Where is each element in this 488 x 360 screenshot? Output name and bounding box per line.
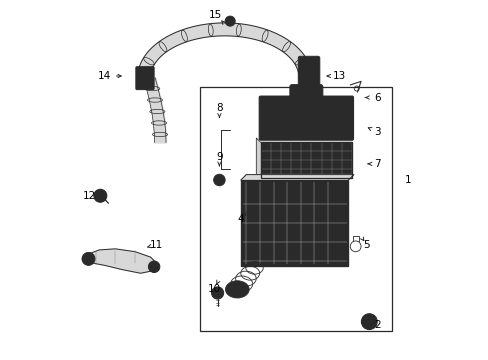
Text: 9: 9	[216, 152, 222, 162]
Text: 6: 6	[373, 93, 380, 103]
Bar	[260, 142, 351, 178]
Text: 5: 5	[363, 239, 369, 249]
Circle shape	[148, 261, 160, 273]
Bar	[262, 96, 349, 107]
Bar	[199, 87, 391, 330]
Text: 1: 1	[404, 175, 410, 185]
Circle shape	[213, 174, 224, 186]
Text: 7: 7	[373, 159, 380, 169]
Text: 15: 15	[209, 10, 222, 20]
Bar	[241, 180, 348, 266]
Polygon shape	[241, 175, 353, 180]
Text: 13: 13	[332, 71, 346, 81]
Text: 2: 2	[373, 320, 380, 330]
Text: 4: 4	[237, 215, 244, 224]
Text: 3: 3	[373, 127, 380, 136]
Polygon shape	[82, 249, 156, 273]
FancyBboxPatch shape	[298, 56, 319, 99]
FancyBboxPatch shape	[136, 67, 154, 90]
Text: 11: 11	[150, 239, 163, 249]
Polygon shape	[137, 23, 311, 78]
Text: 10: 10	[207, 284, 220, 294]
Bar	[241, 180, 348, 266]
Circle shape	[224, 16, 235, 26]
Text: 14: 14	[98, 71, 111, 81]
FancyBboxPatch shape	[289, 85, 322, 103]
Ellipse shape	[225, 281, 249, 298]
Polygon shape	[256, 138, 260, 178]
Circle shape	[361, 314, 376, 329]
Bar	[260, 142, 351, 178]
FancyBboxPatch shape	[259, 96, 353, 140]
Text: 8: 8	[216, 103, 222, 113]
Circle shape	[94, 189, 106, 202]
Text: 12: 12	[83, 191, 96, 201]
Circle shape	[82, 252, 95, 265]
Circle shape	[211, 287, 223, 299]
